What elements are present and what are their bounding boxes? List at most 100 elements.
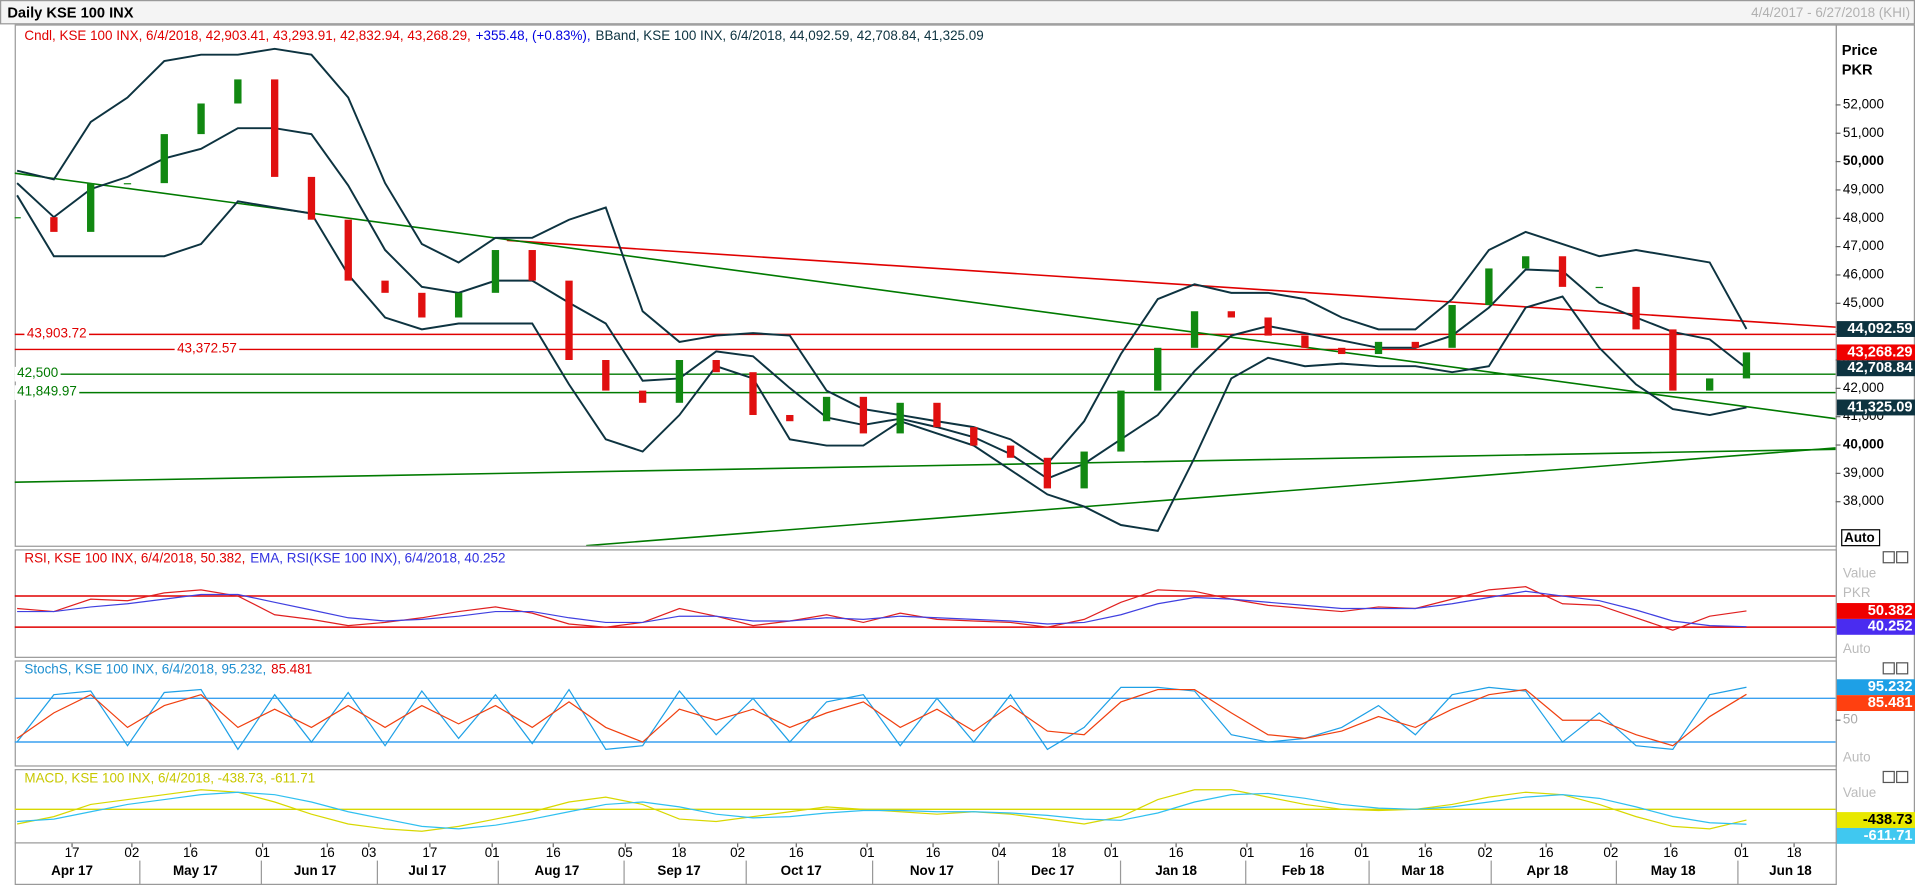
candle (123, 183, 132, 185)
axis-label: PKR (1843, 585, 1871, 600)
y-tick-label: 51,000 (1843, 125, 1884, 140)
x-tick-label: 01 (485, 845, 500, 860)
plot-area (14, 789, 1836, 832)
x-tick-label: 01 (1734, 845, 1749, 860)
x-month-label: Apr 18 (1526, 863, 1568, 878)
indicator-line (16, 688, 1747, 747)
axis-label: Auto (1843, 750, 1871, 765)
legend-entry: EMA, RSI(KSE 100 INX), 6/4/2018, 40.252 (250, 551, 505, 566)
level-label-bg (24, 327, 90, 342)
x-month-label: May 18 (1651, 863, 1696, 878)
value-marker-label: 50.382 (1868, 603, 1913, 619)
x-tick-label: 17 (65, 845, 80, 860)
candle (381, 280, 389, 293)
value-marker-label: 95.232 (1868, 679, 1913, 695)
axis-title: Price (1842, 43, 1878, 59)
value-marker-label: -611.71 (1864, 828, 1913, 844)
bollinger-band (16, 194, 1747, 532)
candle (1338, 347, 1346, 355)
x-tick-label: 01 (860, 845, 875, 860)
y-tick-label: 49,000 (1843, 181, 1884, 196)
x-tick-label: 03 (361, 845, 376, 860)
value-marker (1836, 618, 1915, 635)
candle (1264, 317, 1272, 336)
value-marker-label: 41,325.09 (1847, 399, 1912, 415)
x-tick-label: 17 (422, 845, 437, 860)
candle (234, 79, 242, 104)
y-tick-label: 46,000 (1843, 267, 1884, 282)
candle (675, 359, 684, 403)
candle (602, 359, 610, 391)
x-tick-label: 16 (320, 845, 335, 860)
legend-entry: Cndl, KSE 100 INX, 6/4/2018, 42,903.41, … (24, 28, 470, 43)
candle (1080, 451, 1088, 489)
level-label-bg (14, 366, 61, 382)
panel-frame (14, 549, 1837, 658)
x-month-label: Oct 17 (781, 863, 822, 878)
trend-line (14, 172, 1836, 420)
candle (1154, 347, 1162, 391)
x-tick-label: 16 (1418, 845, 1433, 860)
x-month-label: Aug 17 (535, 863, 580, 878)
legend-entry: 85.481 (271, 662, 312, 677)
candle (344, 219, 352, 281)
candle (1595, 286, 1603, 289)
chart-title: Daily KSE 100 INX (7, 5, 133, 21)
x-tick-label: 18 (1051, 845, 1066, 860)
candle (859, 396, 868, 434)
value-marker (1836, 603, 1915, 619)
candle (1669, 329, 1677, 391)
trend-line (14, 448, 1836, 483)
candle (1006, 445, 1015, 458)
value-marker (1836, 679, 1915, 696)
candle (1706, 378, 1714, 391)
candle (786, 414, 794, 422)
x-tick-label: 04 (992, 845, 1007, 860)
value-marker (1836, 399, 1915, 416)
x-tick-label: 16 (926, 845, 941, 860)
panel-control (1882, 662, 1895, 675)
candle (491, 250, 500, 293)
panel-control (1882, 770, 1895, 784)
legend-entry: StochS, KSE 100 INX, 6/4/2018, 95.232, (24, 662, 266, 677)
x-tick-label: 01 (255, 845, 270, 860)
x-tick-label: 16 (1539, 845, 1554, 860)
candle (1632, 286, 1640, 330)
value-marker-label: 44,092.59 (1847, 321, 1912, 337)
axis-label: Auto (1843, 641, 1871, 656)
x-month-label: Jul 17 (408, 863, 446, 878)
candle (528, 250, 536, 281)
x-month-label: Apr 17 (51, 863, 93, 878)
candle (1117, 390, 1125, 452)
panel-control (1896, 662, 1909, 675)
level-label: 43,372.57 (177, 340, 237, 355)
level-label-bg (14, 385, 80, 400)
title-bar (0, 0, 1915, 25)
panel-control (1882, 551, 1895, 564)
y-tick-label: 48,000 (1843, 210, 1884, 225)
trend-line (586, 447, 1836, 546)
x-month-label: Feb 18 (1282, 863, 1325, 878)
candle (1411, 341, 1419, 348)
x-month-label: Dec 17 (1031, 863, 1074, 878)
x-tick-label: 01 (1354, 845, 1369, 860)
candle (50, 217, 58, 232)
candle (270, 79, 279, 177)
panel-control (1896, 551, 1909, 564)
x-tick-label: 18 (672, 845, 687, 860)
candle (712, 359, 720, 373)
x-tick-label: 02 (730, 845, 745, 860)
plot-area (14, 47, 1836, 546)
x-tick-label: 16 (183, 845, 198, 860)
plot-area (14, 586, 1836, 631)
x-month-label: Sep 17 (657, 863, 700, 878)
x-month-label: Jun 18 (1769, 863, 1812, 878)
x-month-label: May 17 (173, 863, 218, 878)
x-tick-label: 02 (124, 845, 139, 860)
candle (749, 372, 757, 415)
axis-label: Value (1843, 565, 1876, 580)
value-marker (1836, 360, 1915, 377)
candle (14, 217, 21, 219)
level-label: 42,500 (17, 365, 58, 380)
level-label: 41,849.97 (17, 384, 77, 399)
